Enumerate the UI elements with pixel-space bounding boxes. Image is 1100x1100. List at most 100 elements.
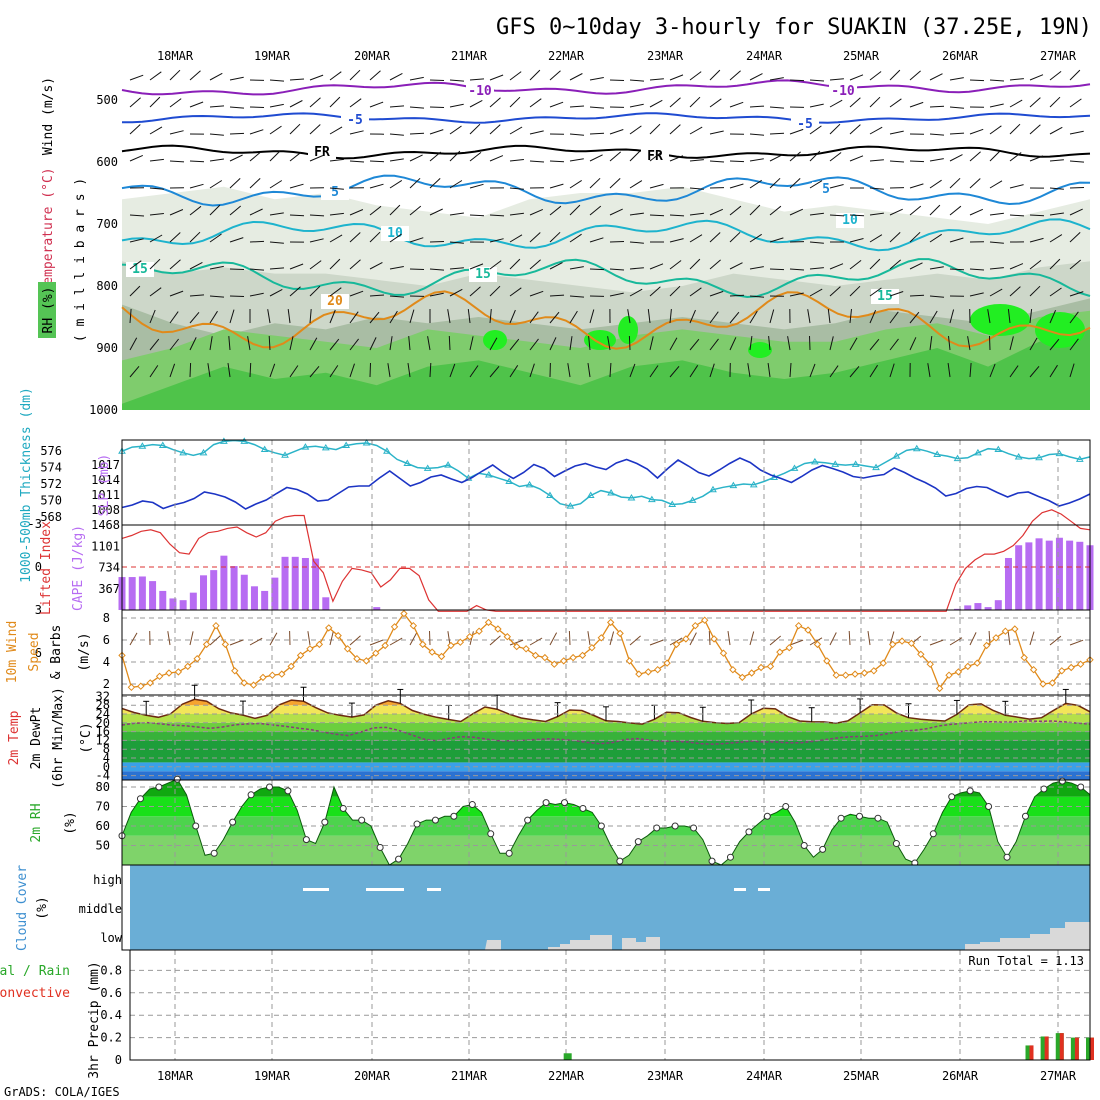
wind10-marker (541, 653, 549, 662)
wind-barb (289, 78, 305, 81)
top-date-label: 20MAR (354, 49, 391, 63)
wind-barb (489, 214, 505, 217)
cape-bar (230, 566, 238, 610)
precip-frame (129, 949, 1091, 1061)
wind-barb (869, 187, 884, 190)
wind-barb (829, 336, 834, 351)
rh2m-marker (192, 822, 200, 830)
thickness-marker (179, 448, 188, 456)
rh-legend-swatch (38, 282, 56, 338)
wind-barb (1029, 337, 1038, 351)
thickness-marker (790, 464, 799, 471)
wind-barb (1009, 286, 1021, 297)
pressure-tick: 600 (96, 155, 118, 169)
run-total-label: Run Total = 1.13 (968, 954, 1084, 968)
temp-contour (121, 290, 1091, 350)
wind10-marker (851, 670, 859, 678)
rh2m-unit-label: (%) (63, 811, 78, 834)
thickness-marker (851, 460, 860, 467)
rh2m-marker (321, 818, 329, 826)
wind-barb (229, 237, 244, 243)
rh2m-marker (800, 842, 808, 849)
wind-barb (649, 78, 664, 81)
wind-barb (529, 160, 545, 163)
wind10-marker (917, 650, 925, 659)
wind10-barb (609, 631, 615, 646)
cape-bar (1004, 557, 1012, 610)
wind-barb (469, 365, 479, 378)
wind-barb (609, 241, 625, 243)
wind10-barb (568, 630, 571, 646)
wind10-marker (757, 663, 765, 672)
thickness-marker (668, 500, 677, 507)
wind-barb (889, 98, 902, 108)
wind-barb (789, 268, 805, 271)
wind-barb (807, 309, 811, 324)
upperair-below-surface (122, 410, 1090, 440)
rh2m-marker (229, 818, 237, 826)
rh-band (122, 329, 1090, 410)
wind-barb (889, 130, 904, 135)
wind-barb (849, 97, 861, 108)
rh2m-marker (726, 853, 734, 861)
wind-barb (809, 288, 823, 297)
wind-barb (209, 158, 224, 162)
thickness-marker (260, 445, 269, 453)
wind-barb (609, 79, 625, 81)
rh2m-marker (948, 793, 956, 801)
wind-barb (669, 155, 684, 162)
wind-barb (249, 106, 265, 108)
wind-barb (268, 335, 271, 351)
wind-barb (989, 79, 1005, 82)
wind-barb (809, 150, 821, 162)
wind-barb (429, 292, 444, 297)
cape-bar (210, 570, 218, 610)
wind-barb (189, 337, 197, 351)
dewpt-line (121, 720, 1091, 745)
rh2m-marker (763, 812, 771, 820)
wind-barb (569, 336, 573, 351)
contour-label: -10 (831, 84, 855, 99)
wind10-barb (749, 631, 755, 646)
wind-barb (1049, 187, 1064, 190)
wind-barb (549, 294, 565, 297)
wind-barb (669, 285, 681, 297)
cloud-low-fill (130, 922, 1090, 950)
wind-barb (929, 295, 945, 298)
wind-barb (1069, 187, 1085, 189)
wind-barb (389, 133, 404, 136)
wind-barb (849, 74, 864, 81)
wind-barb (1049, 234, 1063, 243)
wind-barb (289, 183, 304, 189)
wind10-marker (794, 621, 803, 630)
cape-bar (271, 577, 279, 610)
meteogram-panels: -10-10-5-5FRFR55101015151520500600700800… (0, 69, 1094, 1079)
contour-label-bg (126, 262, 154, 277)
bottom-date-label: 20MAR (354, 1069, 391, 1083)
wind-barb (869, 159, 884, 162)
wind10-marker (653, 665, 662, 674)
wind10-marker (165, 669, 173, 677)
temp-tick: 20 (96, 716, 110, 730)
wind-barb (649, 183, 664, 189)
wind-barb (1029, 285, 1041, 297)
wind-barb (329, 234, 343, 243)
wind-barb (749, 73, 763, 81)
wind-barb (309, 337, 318, 351)
wind10-barb (229, 639, 244, 646)
wind-barb (769, 237, 784, 243)
wind-barb (649, 123, 661, 135)
wind-barb (169, 232, 181, 243)
contour-label-bg (341, 113, 369, 128)
wind-barb (509, 187, 524, 190)
pressure-tick: 500 (96, 93, 118, 107)
temp-contour (121, 218, 1091, 252)
wind-barb (429, 106, 445, 108)
rh2m-marker (819, 845, 827, 853)
bottom-date-label: 26MAR (942, 1069, 979, 1083)
wind-barb (369, 294, 385, 297)
wind-barb (289, 151, 302, 162)
wind-barb (349, 363, 355, 378)
thickness-marker (220, 437, 228, 444)
